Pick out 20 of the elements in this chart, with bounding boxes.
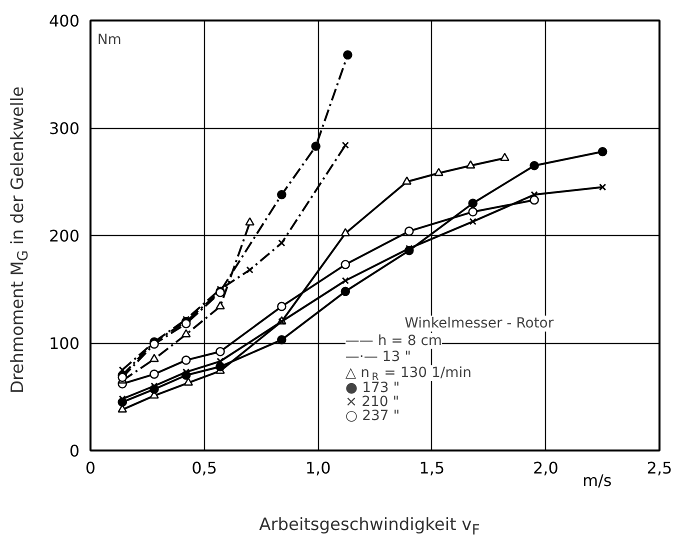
annotation: —·— 13 " <box>345 348 412 365</box>
annotation: × 210 " <box>345 394 400 410</box>
annotation: Nm <box>97 32 122 48</box>
x-tick-label: 1,0 <box>305 458 331 478</box>
annotation: ● 173 " <box>345 380 400 396</box>
annotation: Winkelmesser - Rotor <box>404 316 554 332</box>
y-tick-label: 0 <box>69 442 80 460</box>
y-tick-label: 300 <box>48 119 80 138</box>
x-tick-label: 1,5 <box>419 458 445 478</box>
text: m/s <box>582 470 612 492</box>
x-tick-label: 0 <box>85 458 96 478</box>
y-tick-label: 400 <box>48 12 80 30</box>
x-tick-label: 2,5 <box>646 458 672 478</box>
x-axis-title: Arbeitsgeschwindigkeit v$_{F}$ <box>259 514 480 540</box>
x-tick-label: 2,0 <box>532 458 558 478</box>
x-tick-label: 0,5 <box>192 458 218 478</box>
y-tick-label: 200 <box>48 226 80 246</box>
annotation: ○ 237 " <box>345 408 400 424</box>
y-tick-label: 100 <box>48 334 80 353</box>
annotation: —— h = 8 cm <box>345 332 442 349</box>
